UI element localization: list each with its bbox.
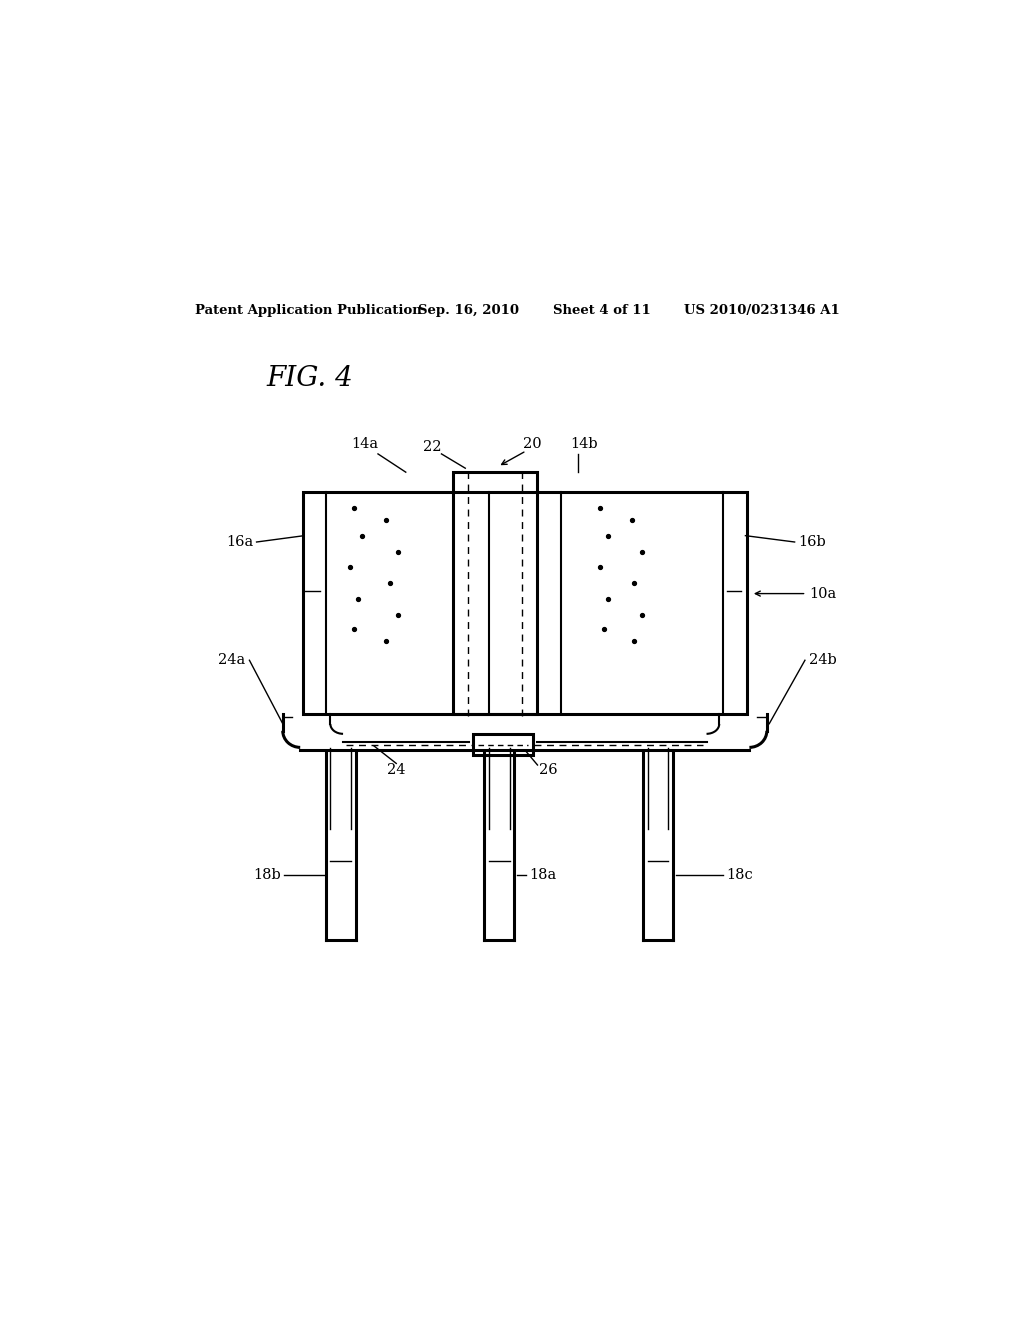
Text: 26: 26	[540, 763, 558, 776]
Text: Sep. 16, 2010: Sep. 16, 2010	[418, 304, 519, 317]
Text: 14b: 14b	[570, 437, 598, 450]
Text: 18b: 18b	[253, 869, 282, 882]
Text: 24a: 24a	[218, 653, 246, 667]
Text: 18a: 18a	[528, 869, 556, 882]
Text: 14a: 14a	[351, 437, 378, 450]
Text: 16a: 16a	[226, 535, 253, 549]
Text: FIG. 4: FIG. 4	[267, 366, 353, 392]
Text: 10a: 10a	[809, 586, 837, 601]
Text: US 2010/0231346 A1: US 2010/0231346 A1	[684, 304, 840, 317]
Bar	[473, 734, 532, 755]
Text: 24b: 24b	[809, 653, 837, 667]
Text: 16b: 16b	[799, 535, 826, 549]
Bar	[454, 473, 537, 714]
Bar	[303, 492, 748, 714]
Text: 22: 22	[423, 440, 441, 454]
Text: Patent Application Publication: Patent Application Publication	[196, 304, 422, 317]
Text: Sheet 4 of 11: Sheet 4 of 11	[553, 304, 650, 317]
Text: 18c: 18c	[726, 869, 753, 882]
Text: 24: 24	[387, 763, 406, 776]
Text: 20: 20	[523, 437, 542, 450]
